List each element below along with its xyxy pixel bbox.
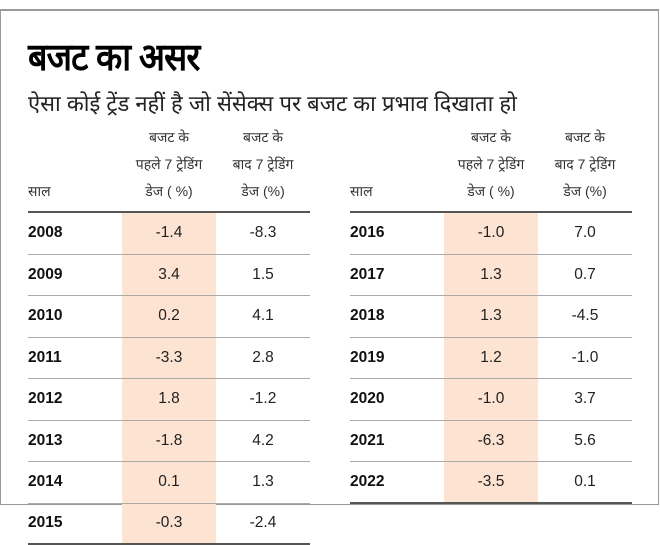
before-budget-cell: -1.0 [444, 213, 538, 254]
after-budget-cell: 0.7 [538, 255, 632, 296]
table-row: 2008-1.4-8.3 [28, 213, 310, 255]
before-budget-cell: 1.3 [444, 255, 538, 296]
table-row: 2015-0.3-2.4 [28, 504, 310, 545]
before-budget-cell: -1.0 [444, 379, 538, 420]
year-cell: 2011 [28, 338, 122, 379]
header-line: बाद 7 ट्रेडिंग [538, 151, 632, 178]
header-year: साल [350, 178, 444, 205]
year-cell: 2015 [28, 504, 122, 544]
before-budget-cell: -1.4 [122, 213, 216, 254]
header-line: पहले 7 ट्रेडिंग [122, 151, 216, 178]
page-title: बजट का असर [28, 30, 199, 82]
after-budget-cell: -4.5 [538, 296, 632, 337]
year-cell: 2010 [28, 296, 122, 337]
before-budget-cell: 1.8 [122, 379, 216, 420]
header-line: बजट के [444, 124, 538, 151]
header-year: साल [28, 178, 122, 205]
before-budget-cell: 1.2 [444, 338, 538, 379]
after-budget-cell: 7.0 [538, 213, 632, 254]
year-cell: 2018 [350, 296, 444, 337]
year-cell: 2020 [350, 379, 444, 420]
before-budget-cell: -1.8 [122, 421, 216, 462]
after-budget-cell: -2.4 [216, 504, 310, 544]
year-cell: 2012 [28, 379, 122, 420]
year-cell: 2019 [350, 338, 444, 379]
header-line: बजट के [538, 124, 632, 151]
year-cell: 2021 [350, 421, 444, 462]
header-line: पहले 7 ट्रेडिंग [444, 151, 538, 178]
after-budget-cell: 4.2 [216, 421, 310, 462]
before-budget-cell: 3.4 [122, 255, 216, 296]
before-budget-cell: 0.1 [122, 462, 216, 503]
header-line: बाद 7 ट्रेडिंग [216, 151, 310, 178]
after-budget-cell: -8.3 [216, 213, 310, 254]
before-budget-cell: -3.5 [444, 462, 538, 502]
year-cell: 2016 [350, 213, 444, 254]
year-cell: 2008 [28, 213, 122, 254]
header-line: डेज (%) [216, 178, 310, 205]
after-budget-cell: 2.8 [216, 338, 310, 379]
before-budget-cell: -0.3 [122, 504, 216, 544]
header-line: बजट के [122, 124, 216, 151]
year-cell: 2013 [28, 421, 122, 462]
after-budget-cell: 5.6 [538, 421, 632, 462]
after-budget-cell: 1.5 [216, 255, 310, 296]
page-subtitle: ऐसा कोई ट्रेंड नहीं है जो सेंसेक्स पर बज… [28, 88, 517, 118]
header-line: डेज (%) [538, 178, 632, 205]
year-cell: 2009 [28, 255, 122, 296]
before-budget-cell: 0.2 [122, 296, 216, 337]
year-cell: 2017 [350, 255, 444, 296]
year-cell: 2014 [28, 462, 122, 503]
before-budget-cell: -3.3 [122, 338, 216, 379]
after-budget-cell: 0.1 [538, 462, 632, 502]
after-budget-cell: -1.2 [216, 379, 310, 420]
header-line: डेज ( %) [444, 178, 538, 205]
after-budget-cell: 1.3 [216, 462, 310, 503]
after-budget-cell: -1.0 [538, 338, 632, 379]
after-budget-cell: 4.1 [216, 296, 310, 337]
header-line: डेज ( %) [122, 178, 216, 205]
before-budget-cell: 1.3 [444, 296, 538, 337]
before-budget-cell: -6.3 [444, 421, 538, 462]
after-budget-cell: 3.7 [538, 379, 632, 420]
year-cell: 2022 [350, 462, 444, 502]
header-line: बजट के [216, 124, 310, 151]
